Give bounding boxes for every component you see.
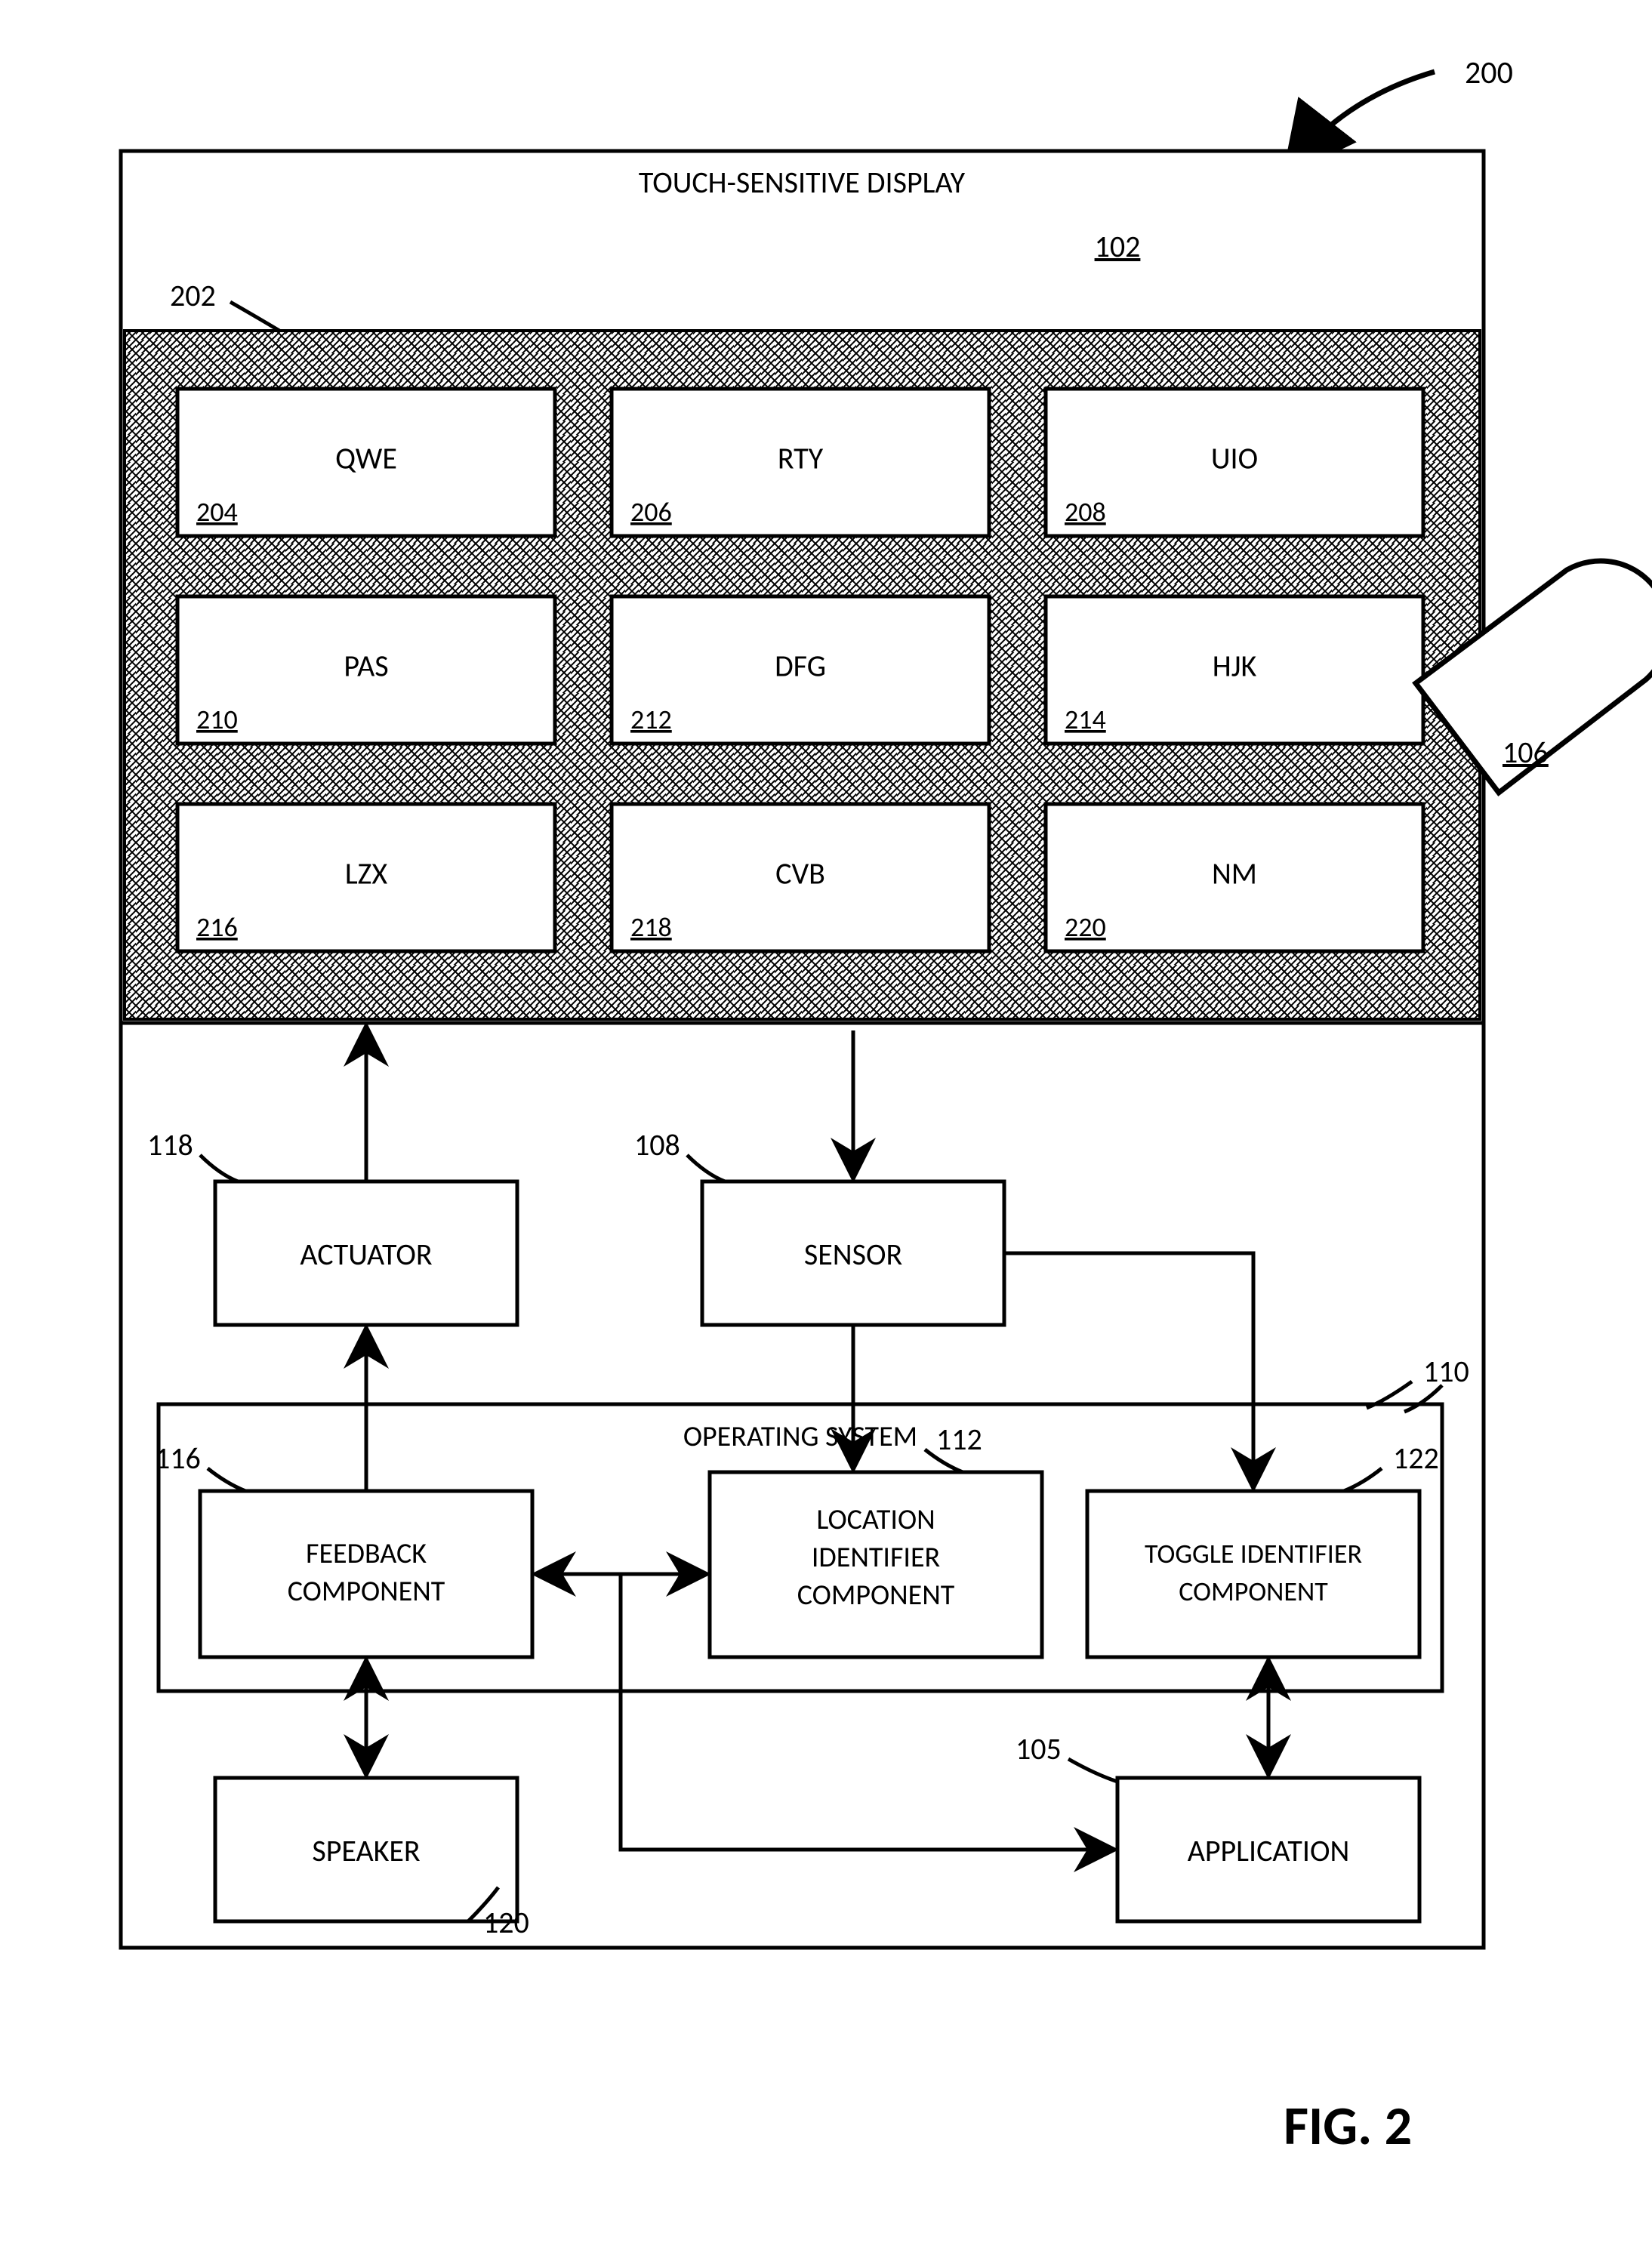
key-ref-208: 208	[1065, 495, 1106, 528]
key-label-210: PAS	[344, 648, 388, 685]
key-label-204: QWE	[335, 440, 397, 477]
feedback-ref: 116	[155, 1440, 201, 1477]
key-label-218: CVB	[775, 855, 825, 892]
speaker-label: SPEAKER	[312, 1832, 421, 1869]
os-ref: 110	[1423, 1353, 1469, 1390]
key-ref-212: 212	[630, 703, 672, 736]
toggle-ref: 122	[1393, 1440, 1439, 1477]
key-label-212: DFG	[775, 648, 826, 685]
key-ref-204: 204	[196, 495, 238, 528]
display-ref: 102	[1095, 228, 1141, 265]
system-ref: 200	[1465, 54, 1513, 92]
toggle-box	[1087, 1491, 1419, 1657]
location-label3: COMPONENT	[797, 1578, 955, 1613]
key-label-214: HJK	[1213, 648, 1257, 685]
feedback-label2: COMPONENT	[288, 1574, 445, 1609]
actuator-ref: 118	[147, 1126, 193, 1163]
display-label: TOUCH-SENSITIVE DISPLAY	[639, 164, 966, 201]
key-label-206: RTY	[778, 440, 824, 477]
key-label-220: NM	[1212, 855, 1257, 892]
actuator-label: ACTUATOR	[300, 1236, 433, 1273]
location-label1: LOCATION	[816, 1502, 935, 1537]
sensor-label: SENSOR	[804, 1236, 903, 1273]
application-ref: 105	[1016, 1730, 1062, 1767]
toggle-label1: TOGGLE IDENTIFIER	[1145, 1537, 1362, 1570]
key-label-216: LZX	[345, 855, 388, 892]
feedback-label1: FEEDBACK	[306, 1536, 427, 1571]
key-ref-216: 216	[196, 910, 238, 944]
location-label2: IDENTIFIER	[812, 1540, 941, 1575]
application-label: APPLICATION	[1188, 1832, 1350, 1869]
os-label: OPERATING SYSTEM	[683, 1419, 917, 1454]
figure-title: FIG. 2	[1284, 2093, 1412, 2159]
hatched-ref: 202	[170, 277, 216, 314]
key-ref-220: 220	[1065, 910, 1106, 944]
toggle-label2: COMPONENT	[1179, 1575, 1328, 1608]
location-ref: 112	[936, 1421, 982, 1458]
block-diagram: 200 TOUCH-SENSITIVE DISPLAY 102 202 QWE 2…	[0, 0, 1652, 2255]
key-label-208: UIO	[1211, 440, 1258, 477]
key-ref-210: 210	[196, 703, 238, 736]
key-ref-206: 206	[630, 495, 672, 528]
key-ref-214: 214	[1065, 703, 1106, 736]
key-ref-218: 218	[630, 910, 672, 944]
sensor-ref: 108	[634, 1126, 680, 1163]
speaker-ref: 120	[483, 1904, 529, 1941]
finger-ref: 106	[1503, 734, 1549, 771]
